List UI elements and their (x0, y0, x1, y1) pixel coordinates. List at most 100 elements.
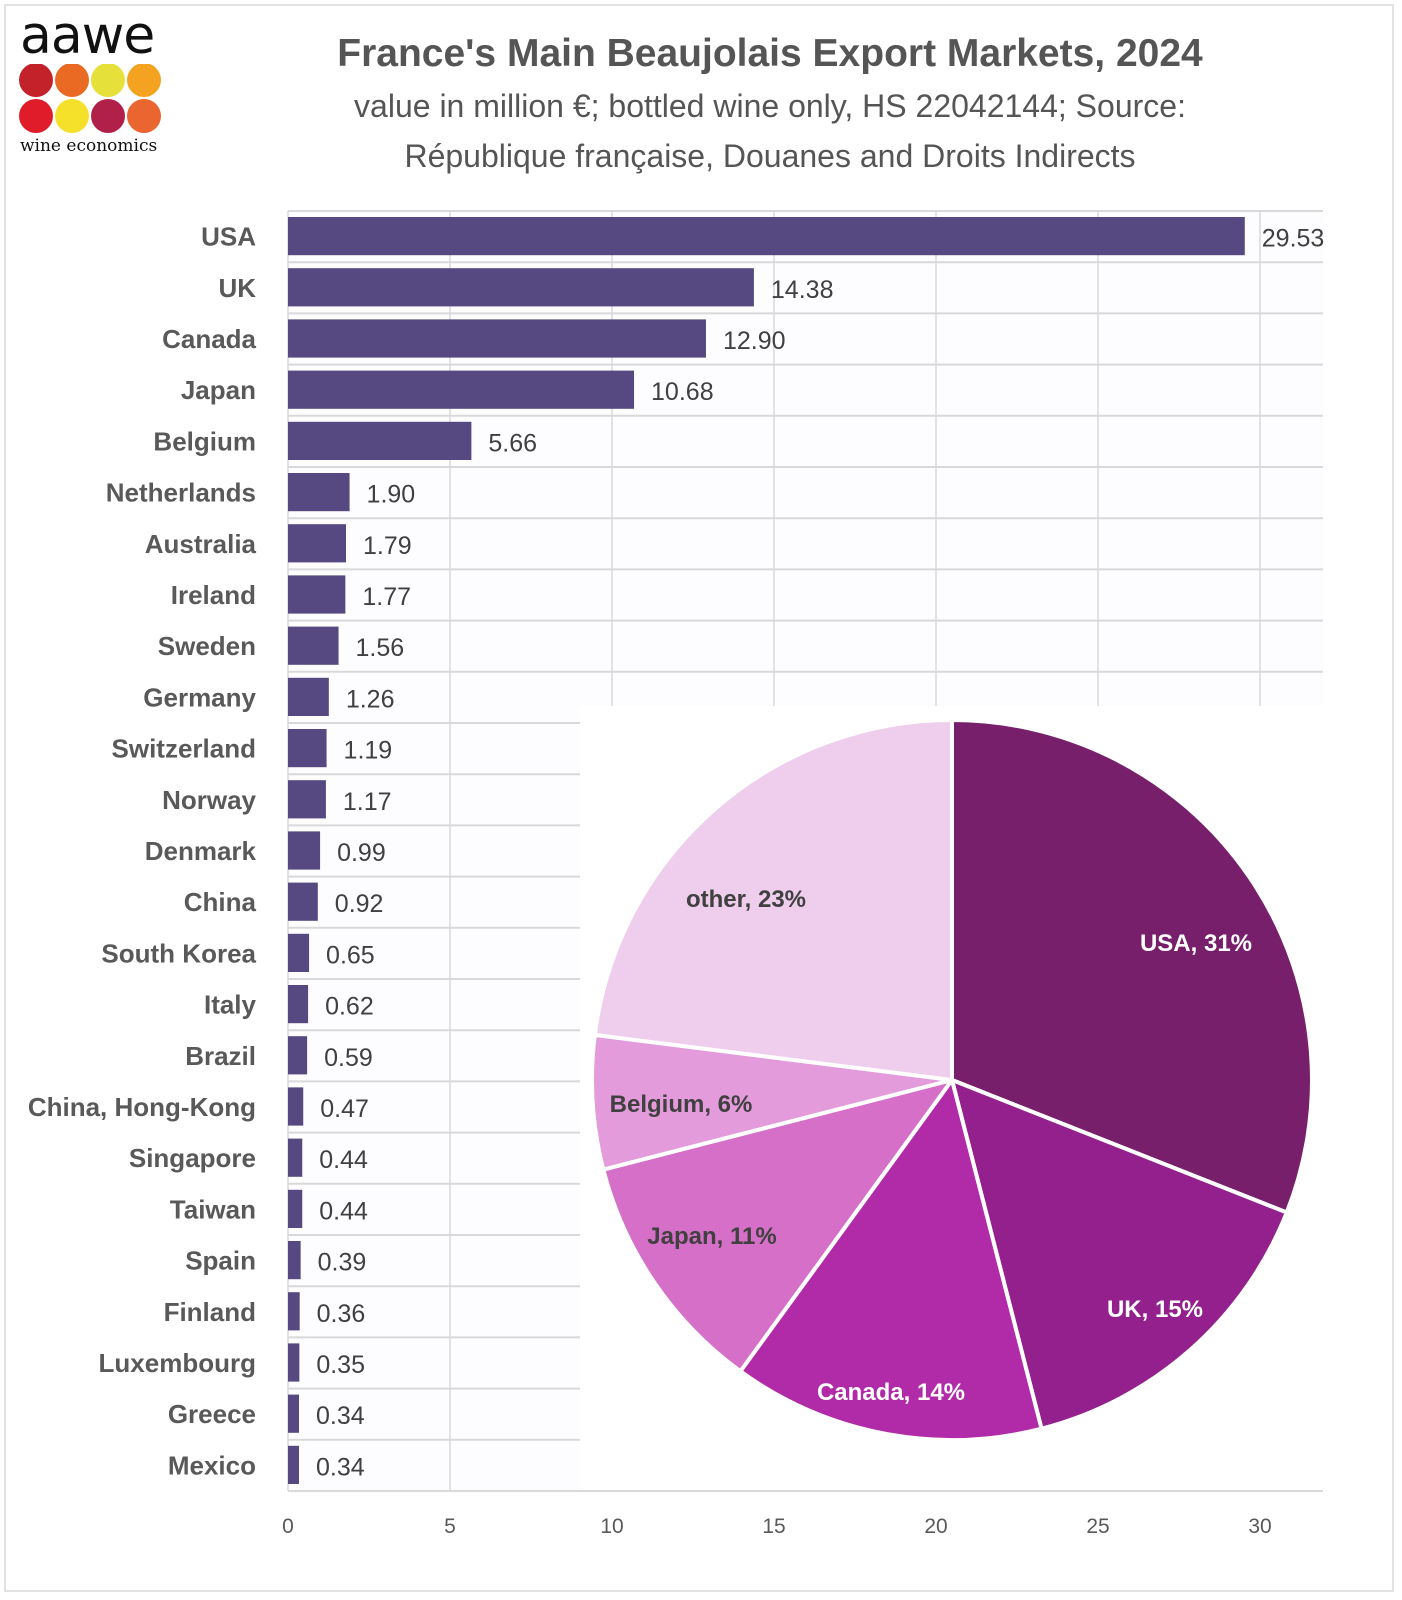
bar-china-hong-kong (288, 1087, 304, 1126)
category-label: USA (201, 222, 256, 252)
x-tick-label: 5 (444, 1515, 456, 1538)
logo-dot (19, 99, 53, 133)
value-label: 0.34 (316, 1402, 365, 1430)
value-label: 0.62 (325, 993, 374, 1021)
category-label: Ireland (171, 580, 256, 610)
pie-label-usa: USA, 31% (1140, 930, 1252, 957)
value-label: 1.19 (344, 737, 393, 765)
bar-italy (288, 985, 309, 1024)
bar-south-korea (288, 933, 310, 972)
value-label: 1.77 (362, 583, 411, 611)
logo-dot (91, 99, 125, 133)
bar-singapore (288, 1138, 303, 1177)
chart-subtitle-line1: value in million €; bottled wine only, H… (354, 88, 1186, 124)
bar-switzerland (288, 729, 327, 768)
pie-slice-belgium (590, 1032, 954, 1172)
pie-slice-other (592, 718, 954, 1082)
pie-slice-japan (601, 1078, 954, 1374)
category-label: Belgium (153, 426, 256, 456)
bar-canada (288, 319, 706, 358)
value-label: 1.17 (343, 788, 392, 816)
pie-label-uk: UK, 15% (1107, 1296, 1203, 1323)
x-tick-label: 0 (282, 1515, 294, 1538)
value-label: 10.68 (651, 378, 714, 406)
pie-label-japan: Japan, 11% (647, 1223, 776, 1250)
value-label: 29.53 (1262, 225, 1325, 253)
value-label: 1.26 (346, 685, 395, 713)
logo-tagline: wine economics (20, 136, 158, 156)
bar-china (288, 882, 318, 921)
category-label: South Korea (101, 938, 256, 968)
category-label: Denmark (145, 836, 257, 866)
x-tick-label: 25 (1086, 1515, 1109, 1538)
category-label: Switzerland (112, 734, 256, 764)
value-label: 0.35 (316, 1351, 365, 1379)
bar-mexico (288, 1445, 300, 1484)
bar-denmark (288, 831, 321, 870)
bar-ireland (288, 575, 346, 614)
value-label: 1.56 (356, 634, 405, 662)
logo-wordmark: aawe (20, 6, 155, 66)
category-label: Netherlands (106, 478, 256, 508)
category-label: Japan (181, 375, 256, 405)
value-label: 0.47 (320, 1095, 369, 1123)
x-tick-label: 10 (600, 1515, 623, 1538)
bar-japan (288, 370, 635, 409)
pie-slice-uk (950, 1078, 1289, 1431)
bar-brazil (288, 1036, 308, 1075)
bar-greece (288, 1394, 300, 1433)
category-label: Luxembourg (99, 1348, 256, 1378)
logo-dot (55, 99, 89, 133)
value-label: 0.92 (335, 890, 384, 918)
bar-australia (288, 524, 346, 563)
pie-label-canada: Canada, 14% (817, 1379, 965, 1406)
value-label: 0.59 (324, 1044, 373, 1072)
bar-taiwan (288, 1189, 303, 1228)
bar-netherlands (288, 473, 350, 512)
value-label: 12.90 (723, 327, 786, 355)
category-label: Spain (185, 1246, 256, 1276)
category-label: Brazil (185, 1041, 256, 1071)
category-label: Sweden (158, 631, 256, 661)
category-label: Mexico (168, 1450, 256, 1480)
category-label: Greece (168, 1399, 256, 1429)
value-label: 0.34 (316, 1453, 365, 1481)
value-label: 14.38 (771, 276, 834, 304)
pie-slice-usa (950, 718, 1314, 1215)
logo-dot (127, 99, 161, 133)
category-label: Finland (164, 1297, 256, 1327)
pie-label-other: other, 23% (686, 886, 806, 913)
value-label: 1.79 (363, 532, 412, 560)
value-label: 0.44 (319, 1197, 368, 1225)
category-label: Canada (162, 324, 256, 354)
bar-luxembourg (288, 1343, 300, 1382)
bar-norway (288, 780, 326, 819)
category-label: Australia (145, 529, 257, 559)
logo-dots-icon (19, 64, 161, 133)
value-label: 5.66 (488, 429, 537, 457)
value-label: 1.90 (367, 481, 416, 509)
bar-finland (288, 1292, 300, 1331)
chart-subtitle-line2: République française, Douanes and Droits… (404, 138, 1136, 174)
bar-spain (288, 1241, 301, 1280)
value-label: 0.99 (337, 839, 386, 867)
logo-dot (19, 64, 53, 97)
chart-title: France's Main Beaujolais Export Markets,… (337, 32, 1203, 75)
category-label: China (184, 887, 257, 917)
value-label: 0.36 (317, 1300, 366, 1328)
category-label: UK (218, 273, 256, 303)
aawe-logo: aawe wine economics (18, 10, 168, 156)
logo-dot (127, 64, 161, 97)
x-tick-label: 15 (762, 1515, 785, 1538)
bar-uk (288, 268, 754, 307)
category-label: Italy (204, 990, 257, 1020)
value-label: 0.65 (326, 941, 375, 969)
bar-belgium (288, 421, 472, 460)
value-label: 0.44 (319, 1146, 368, 1174)
value-label: 0.39 (318, 1249, 367, 1277)
x-tick-label: 20 (924, 1515, 947, 1538)
category-label: Singapore (129, 1143, 256, 1173)
category-label: China, Hong-Kong (28, 1092, 256, 1122)
bar-germany (288, 677, 329, 716)
